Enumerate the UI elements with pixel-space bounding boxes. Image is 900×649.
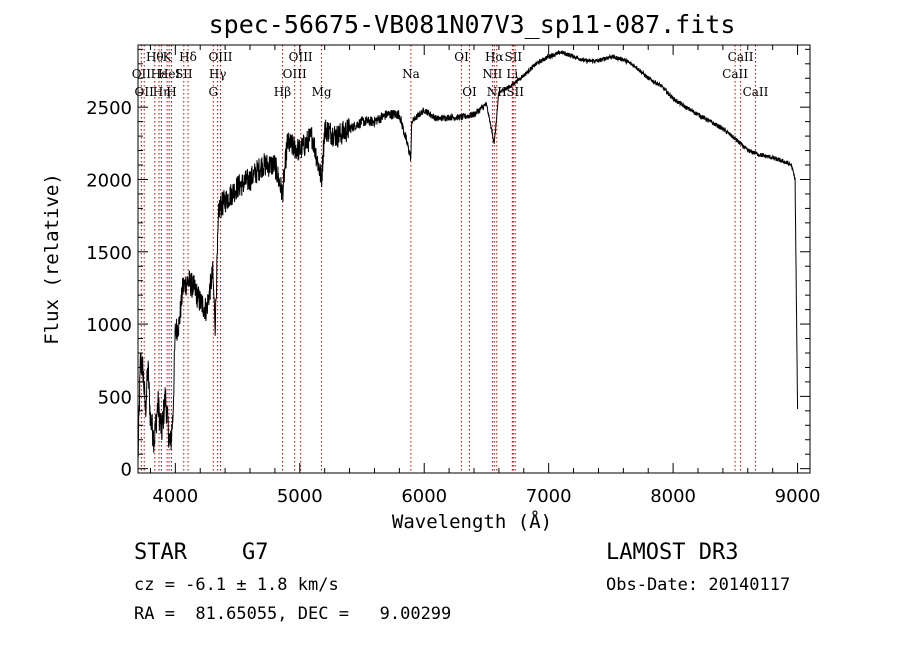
chart-title: spec-56675-VB081N07V3_sp11-087.fits [209, 10, 736, 39]
spectral-line-label: Hθ [146, 50, 164, 64]
x-tick-label: 9000 [775, 486, 821, 507]
x-axis-ticks: 4000 5000 6000 7000 8000 9000 [149, 45, 821, 507]
spectral-line-label: Hγ [209, 67, 227, 81]
spectral-lines-layer [140, 45, 756, 473]
x-tick-label: 4000 [152, 486, 198, 507]
spectral-line-label: Mg [312, 85, 332, 99]
spectral-line-labels: OII OII Hθ Hε Hη K HeI H SII Hδ G Hγ OIII Hβ OIII OIII M… [132, 50, 769, 99]
spectral-line-label: Hα [485, 50, 504, 64]
spectral-line-label: CaII [743, 85, 769, 99]
y-tick-label: 2500 [86, 98, 132, 119]
spectral-line-label: SII [506, 85, 524, 99]
spectral-line-label: H [166, 85, 176, 99]
object-class: STAR [134, 540, 187, 565]
survey-name: LAMOST DR3 [606, 540, 739, 565]
coordinates: RA = 81.65055, DEC = 9.00299 [134, 604, 452, 624]
y-axis-ticks: 0 500 1000 1500 2000 2500 [86, 48, 810, 481]
spectral-line-label: CaII [722, 67, 748, 81]
obs-date: Obs-Date: 20140117 [606, 575, 791, 595]
y-tick-label: 1000 [86, 315, 132, 336]
spectral-line-label: HeI [158, 67, 181, 81]
x-tick-label: 5000 [277, 486, 323, 507]
spectral-line-label: SII [504, 50, 522, 64]
spectral-line-label: Hβ [274, 85, 291, 99]
x-tick-label: 6000 [401, 486, 447, 507]
plot-frame [137, 44, 811, 474]
y-axis-label: Flux (relative) [41, 173, 63, 345]
spectrum-line [137, 49, 799, 458]
spectral-line-label: OII [132, 67, 152, 81]
spectral-line-label: OIII [283, 67, 307, 81]
spectral-line-label: SII [175, 67, 193, 81]
spectral-line-label: CaII [728, 50, 754, 64]
spectral-line-label: Hδ [179, 50, 197, 64]
y-tick-label: 500 [98, 387, 132, 408]
spectral-line-label: Na [402, 67, 420, 81]
y-tick-label: 0 [121, 460, 132, 481]
spectral-line-label: NII [482, 67, 502, 81]
spectral-line-label: NII [487, 85, 507, 99]
spectral-line-label: Hε [151, 67, 168, 81]
spectral-line-label: K [163, 50, 173, 64]
x-tick-label: 7000 [526, 486, 572, 507]
spectral-line-label: OIII [208, 50, 232, 64]
spectral-line-label: OIII [289, 50, 313, 64]
x-axis-label: Wavelength (Å) [392, 510, 552, 533]
object-subclass: G7 [242, 540, 269, 565]
spectral-line-label: OI [462, 85, 477, 99]
y-tick-label: 1500 [86, 243, 132, 264]
spectral-line-label: Hη [153, 85, 171, 99]
spectral-line-label: G [208, 85, 218, 99]
spectral-line-label: OI [454, 50, 469, 64]
redshift-cz: cz = -6.1 ± 1.8 km/s [134, 575, 339, 595]
spectral-line-label: OII [135, 85, 155, 99]
y-tick-label: 2000 [86, 170, 132, 191]
spectral-line-label: Li [506, 67, 518, 81]
x-tick-label: 8000 [650, 486, 696, 507]
